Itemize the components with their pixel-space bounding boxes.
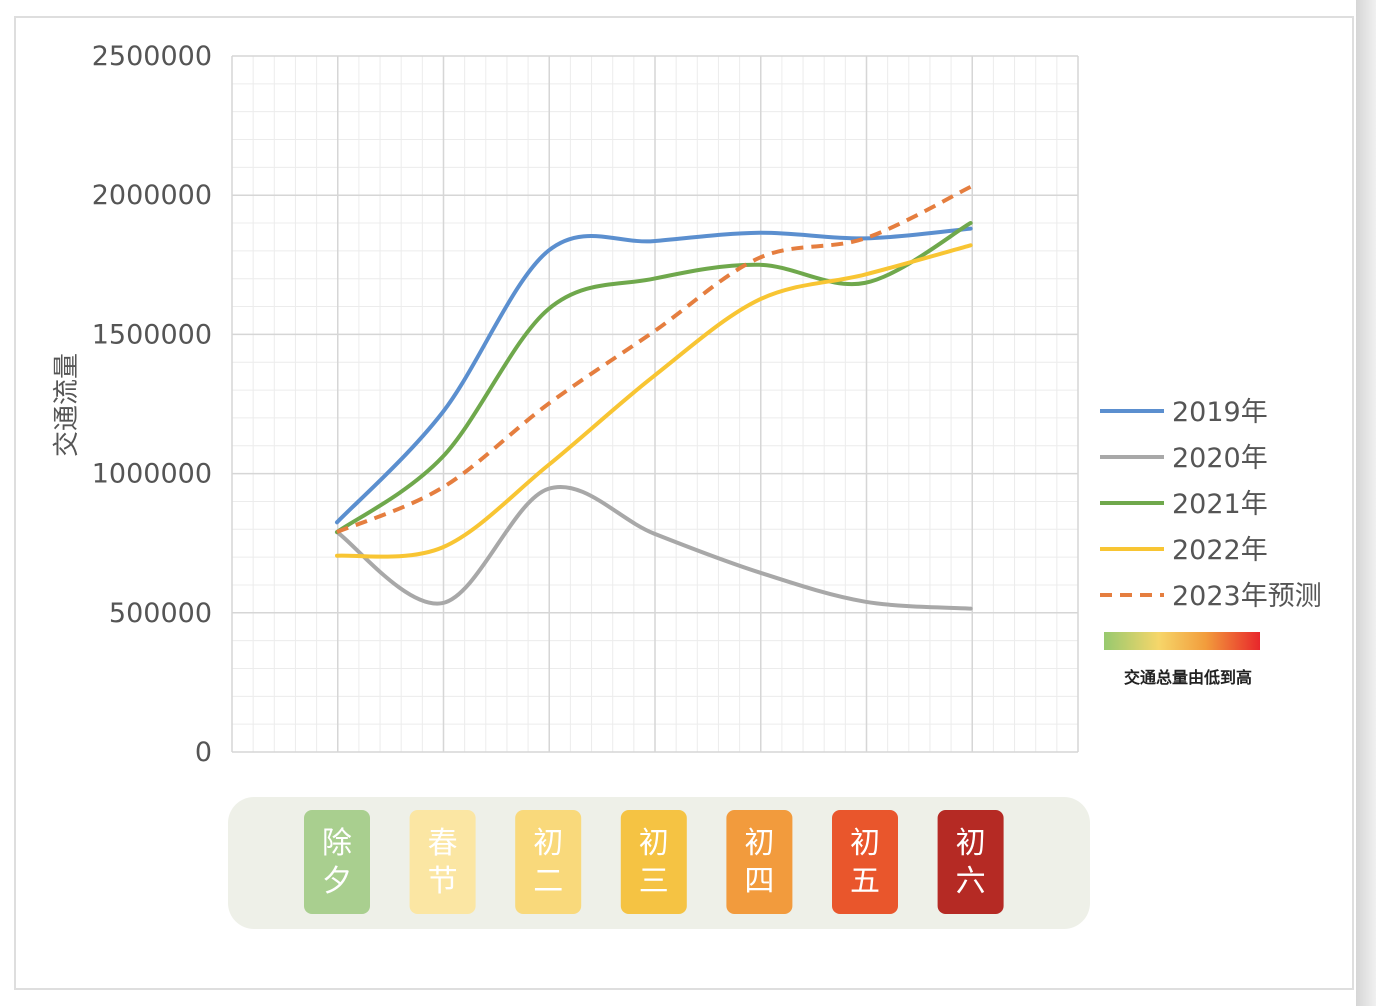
color-scale-bar: [1104, 632, 1260, 650]
category-tile: [304, 810, 370, 914]
category-label-0: 除夕: [304, 810, 370, 914]
category-char: 六: [956, 864, 986, 899]
legend: 2019年 2020年 2021年 2022年 2023年预测: [1100, 397, 1322, 612]
series-line-2: [335, 221, 973, 535]
category-label-2: 初二: [515, 810, 582, 914]
category-char: 三: [639, 864, 669, 899]
series-line-0: [335, 226, 973, 525]
series-lines: [335, 185, 973, 611]
y-tick-label: 0: [195, 737, 212, 768]
category-char: 五: [850, 864, 880, 899]
legend-label-1: 2020年: [1172, 443, 1268, 474]
legend-label-4: 2023年预测: [1172, 581, 1322, 612]
category-tile: [832, 810, 898, 914]
color-scale: 交通总量由低到高: [1104, 632, 1260, 687]
category-char: 节: [428, 864, 458, 899]
category-tile: [409, 810, 476, 914]
y-tick-label: 1500000: [92, 319, 212, 350]
y-axis-ticks: 0 500000 1000000 1500000 2000000 2500000: [92, 41, 212, 768]
category-char: 初: [744, 826, 774, 861]
category-tile: [620, 810, 687, 914]
y-tick-label: 2000000: [92, 180, 212, 211]
category-char: 四: [744, 864, 774, 899]
category-char: 初: [956, 826, 986, 861]
category-char: 二: [533, 864, 563, 899]
category-label-4: 初四: [726, 810, 793, 914]
legend-label-3: 2022年: [1172, 535, 1268, 566]
legend-label-2: 2021年: [1172, 489, 1268, 520]
category-label-5: 初五: [832, 810, 898, 914]
category-tile: [726, 810, 793, 914]
page-edge-shadow: [1356, 0, 1376, 1006]
category-char: 初: [639, 826, 669, 861]
color-scale-caption: 交通总量由低到高: [1124, 668, 1252, 687]
y-tick-label: 2500000: [92, 41, 212, 72]
y-tick-label: 500000: [109, 598, 212, 629]
category-char: 春: [428, 826, 458, 861]
series-line-1: [335, 485, 973, 611]
category-tile: [515, 810, 582, 914]
category-label-3: 初三: [620, 810, 687, 914]
series-line-3: [335, 243, 973, 559]
category-char: 除: [322, 826, 352, 861]
category-char: 初: [850, 826, 880, 861]
legend-label-0: 2019年: [1172, 397, 1268, 428]
category-char: 初: [533, 826, 563, 861]
grid: [231, 55, 1079, 753]
category-char: 夕: [322, 864, 352, 899]
y-axis-label: 交通流量: [52, 353, 82, 457]
category-label-6: 初六: [937, 810, 1004, 914]
y-tick-label: 1000000: [92, 459, 212, 490]
category-tile: [937, 810, 1004, 914]
category-label-1: 春节: [409, 810, 476, 914]
